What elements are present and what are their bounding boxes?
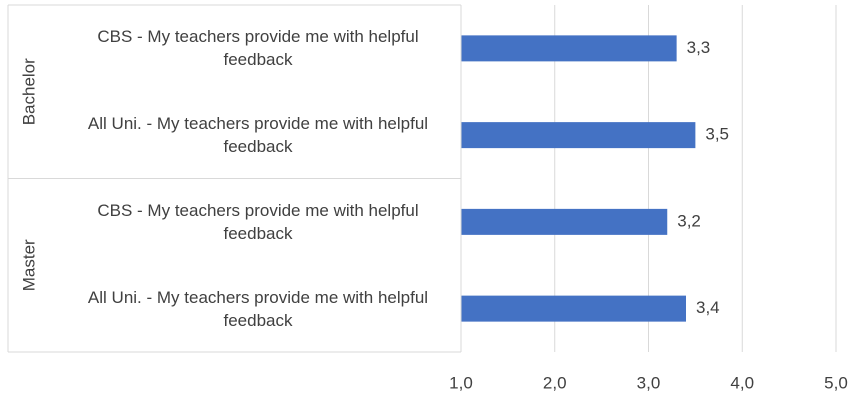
group-label: Bachelor bbox=[19, 58, 38, 125]
x-tick-label: 3,0 bbox=[637, 373, 661, 392]
bar bbox=[461, 295, 686, 322]
x-tick-label: 1,0 bbox=[449, 373, 473, 392]
bar bbox=[461, 35, 677, 62]
category-label: CBS - My teachers provide me with helpfu… bbox=[97, 27, 419, 70]
data-label: 3,3 bbox=[687, 38, 711, 57]
data-label: 3,5 bbox=[705, 125, 729, 144]
x-tick-label: 4,0 bbox=[730, 373, 754, 392]
x-tick-label: 2,0 bbox=[543, 373, 567, 392]
group-label: Master bbox=[19, 239, 38, 291]
category-label: CBS - My teachers provide me with helpfu… bbox=[97, 200, 419, 243]
bar bbox=[461, 208, 668, 235]
x-tick-label: 5,0 bbox=[824, 373, 848, 392]
bar bbox=[461, 122, 696, 149]
category-label: All Uni. - My teachers provide me with h… bbox=[87, 114, 429, 157]
data-label: 3,4 bbox=[696, 298, 720, 317]
data-label: 3,2 bbox=[677, 211, 701, 230]
category-label: All Uni. - My teachers provide me with h… bbox=[87, 287, 429, 330]
